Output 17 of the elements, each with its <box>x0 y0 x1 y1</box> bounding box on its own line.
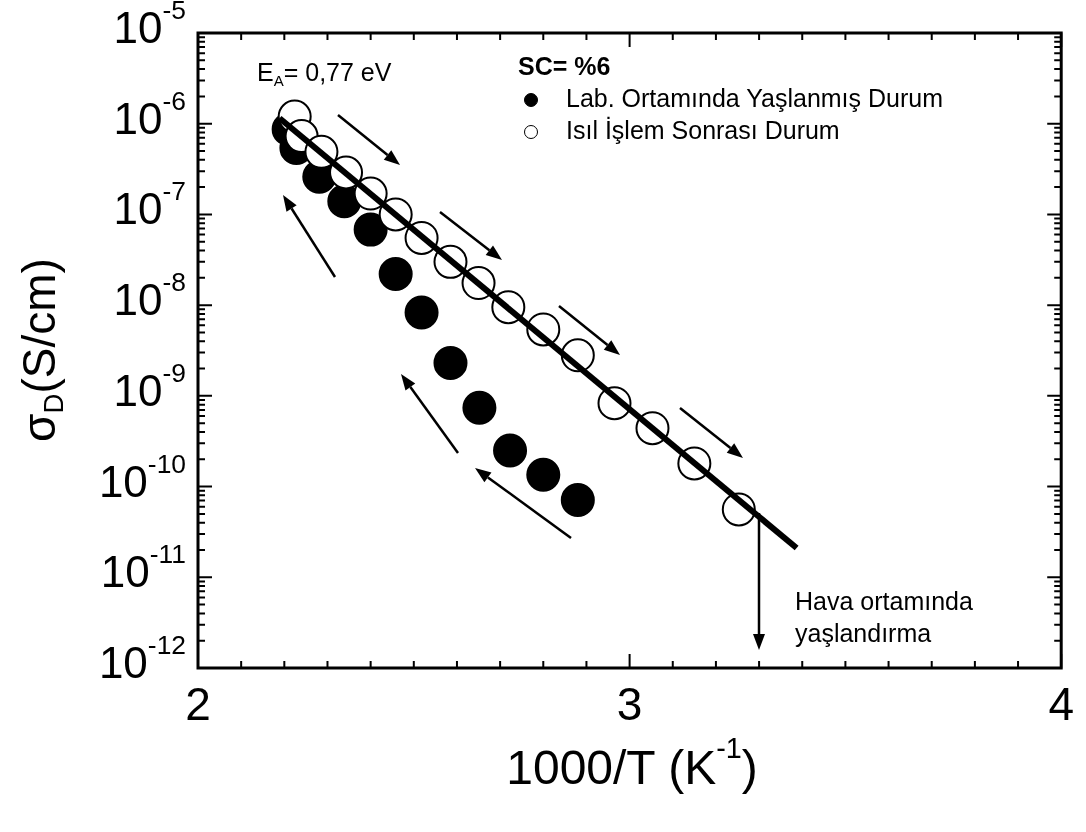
x-axis-title: 1000/T (K$^{-1}$) <box>505 732 759 795</box>
legend-title: SC= %6 <box>518 51 612 82</box>
x-tick-label: 3 <box>616 678 643 731</box>
y-tick-label: 10$^{-10}$ <box>98 448 186 507</box>
y-tick-label: 10$^{-8}$ <box>113 267 186 326</box>
x-tick-label: 4 <box>1048 678 1075 731</box>
y-tick-label: 10$^{-6}$ <box>113 85 186 144</box>
y-tick-label: 10$^{-7}$ <box>113 176 186 235</box>
legend-label: Isıl İşlem Sonrası Durum <box>565 115 841 146</box>
annotation: E$_{A}$= 0,77 eV <box>257 58 392 89</box>
legend-label: Lab. Ortamında Yaşlanmış Durum <box>565 83 944 114</box>
y-tick-label: 10$^{-9}$ <box>113 358 186 416</box>
annotation: Hava ortamında yaşlandırma <box>795 586 974 649</box>
x-tick-label: 2 <box>185 678 211 731</box>
y-tick-label: 10$^{-11}$ <box>100 539 186 598</box>
y-tick-label: 10$^{-5}$ <box>113 0 186 53</box>
y-tick-label: 10$^{-12}$ <box>98 630 186 688</box>
